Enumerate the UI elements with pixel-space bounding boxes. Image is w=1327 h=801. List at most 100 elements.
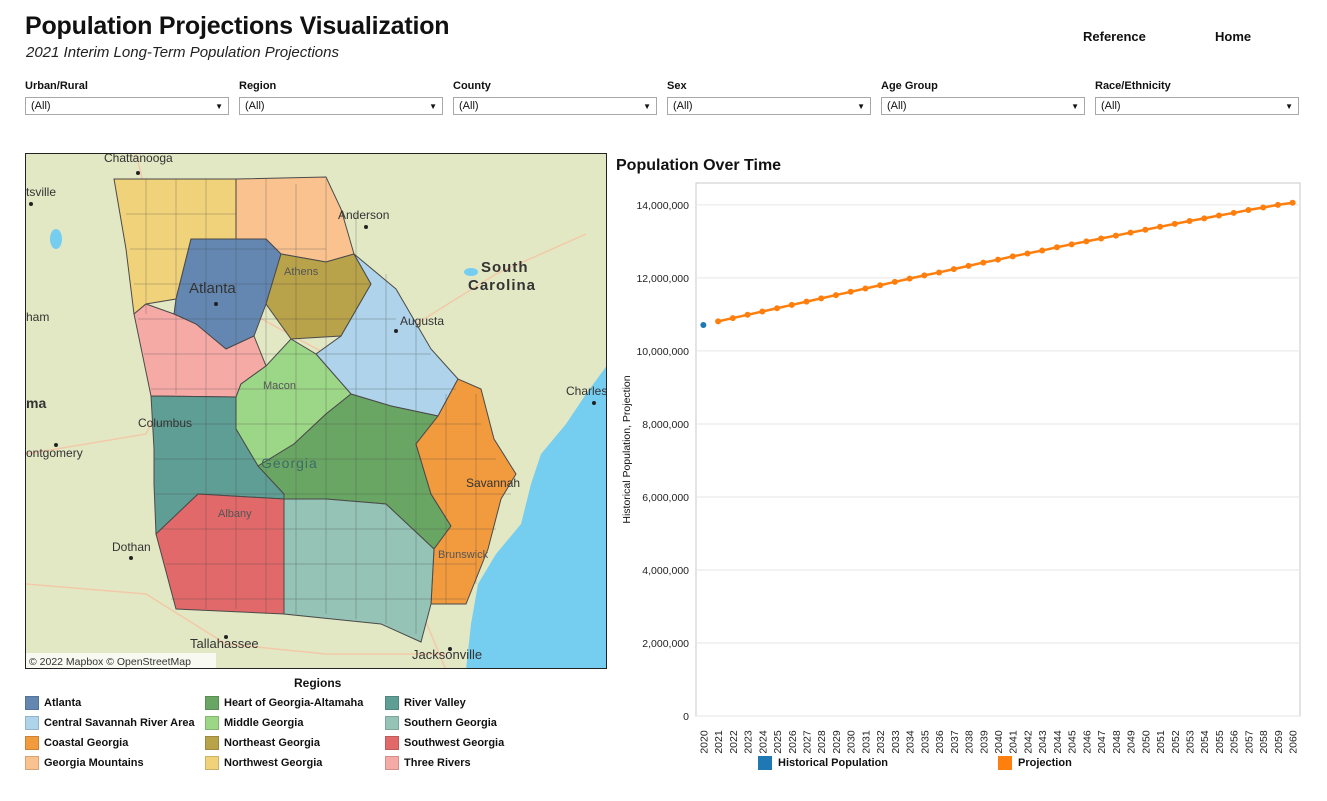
legend-swatch [758, 756, 772, 770]
x-tick-label: 2024 [757, 730, 769, 754]
data-point[interactable] [715, 318, 722, 325]
legend-item-atlanta[interactable]: Atlanta [25, 696, 81, 710]
data-point[interactable] [995, 256, 1001, 263]
x-tick-label: 2059 [1273, 730, 1285, 754]
data-point[interactable] [906, 275, 913, 282]
map-label: Anderson [338, 208, 389, 222]
region-coastal-georgia[interactable] [415, 378, 517, 605]
data-point[interactable] [1009, 253, 1016, 260]
y-tick-label: 10,000,000 [636, 346, 689, 358]
legend-item-central-savannah-river-area[interactable]: Central Savannah River Area [25, 716, 195, 730]
data-point[interactable] [818, 295, 825, 302]
filter-sex: Sex (All) ▼ [667, 80, 871, 115]
data-point[interactable] [803, 298, 810, 305]
data-point[interactable] [980, 259, 987, 266]
data-point[interactable] [1230, 209, 1237, 216]
legend-item-middle-georgia[interactable]: Middle Georgia [205, 716, 303, 730]
x-tick-label: 2038 [964, 730, 976, 754]
data-point[interactable] [1112, 232, 1119, 239]
data-point[interactable] [1201, 215, 1208, 222]
legend-projection[interactable]: Projection [998, 756, 1072, 770]
data-point[interactable] [1245, 207, 1252, 214]
legend-item-northwest-georgia[interactable]: Northwest Georgia [205, 756, 322, 770]
legend-item-river-valley[interactable]: River Valley [385, 696, 466, 710]
region-southern-georgia[interactable] [283, 498, 435, 643]
filter-label: Sex [667, 80, 687, 92]
ocean [466, 366, 606, 668]
series-line-projection [717, 201, 1293, 323]
y-tick-label: 14,000,000 [636, 200, 689, 212]
map-label: ontgomery [26, 446, 83, 460]
data-point[interactable] [788, 301, 795, 308]
data-point[interactable] [950, 266, 957, 273]
y-tick-label: 6,000,000 [642, 492, 689, 504]
county-dropdown[interactable]: (All) ▼ [453, 97, 657, 115]
data-point[interactable] [1274, 201, 1281, 208]
data-point[interactable] [847, 288, 854, 295]
y-axis-label: Historical Population, Projection [621, 375, 633, 523]
x-tick-label: 2037 [949, 730, 961, 754]
region-map[interactable]: Chattanooga tsville Anderson South Carol… [25, 153, 607, 669]
data-point[interactable] [1068, 241, 1075, 248]
legend-label: Southern Georgia [404, 717, 497, 729]
legend-item-northeast-georgia[interactable]: Northeast Georgia [205, 736, 320, 750]
data-point[interactable] [877, 282, 884, 289]
x-tick-label: 2056 [1229, 730, 1241, 754]
data-point[interactable] [862, 285, 869, 292]
urban-rural-dropdown[interactable]: (All) ▼ [25, 97, 229, 115]
x-tick-label: 2039 [978, 730, 990, 754]
x-tick-label: 2033 [890, 730, 902, 754]
legend-historical-population[interactable]: Historical Population [758, 756, 888, 770]
data-point[interactable] [832, 292, 839, 299]
legend-item-southwest-georgia[interactable]: Southwest Georgia [385, 736, 504, 750]
legend-swatch [25, 736, 39, 750]
data-point[interactable] [1171, 220, 1178, 227]
data-point[interactable] [1039, 247, 1046, 254]
home-link[interactable]: Home [1215, 29, 1252, 44]
region-dropdown[interactable]: (All) ▼ [239, 97, 443, 115]
map-label: Macon [263, 380, 296, 392]
page-subtitle: 2021 Interim Long-Term Population Projec… [26, 44, 339, 61]
data-point[interactable] [1157, 223, 1164, 230]
data-point[interactable] [936, 269, 943, 276]
map-label: tsville [26, 185, 56, 199]
age-group-dropdown[interactable]: (All) ▼ [881, 97, 1085, 115]
data-point[interactable] [700, 322, 707, 329]
data-point[interactable] [1186, 217, 1193, 224]
data-point[interactable] [921, 272, 928, 279]
map-label: Brunswick [438, 549, 489, 561]
map-attribution[interactable]: © 2022 Mapbox © OpenStreetMap [29, 656, 191, 668]
legend-item-heart-of-georgia-altamaha[interactable]: Heart of Georgia-Altamaha [205, 696, 363, 710]
data-point[interactable] [744, 311, 751, 318]
data-point[interactable] [1053, 244, 1060, 251]
legend-item-southern-georgia[interactable]: Southern Georgia [385, 716, 497, 730]
data-point[interactable] [1215, 212, 1222, 219]
race-ethnicity-dropdown[interactable]: (All) ▼ [1095, 97, 1299, 115]
data-point[interactable] [759, 308, 766, 315]
legend-item-three-rivers[interactable]: Three Rivers [385, 756, 471, 770]
reference-link[interactable]: Reference [1083, 29, 1146, 44]
legend-swatch [385, 756, 399, 770]
data-point[interactable] [891, 278, 898, 285]
data-point[interactable] [1142, 226, 1149, 233]
x-tick-label: 2029 [831, 730, 843, 754]
sex-dropdown[interactable]: (All) ▼ [667, 97, 871, 115]
data-point[interactable] [729, 315, 736, 322]
chart-title: Population Over Time [616, 157, 782, 174]
legend-item-georgia-mountains[interactable]: Georgia Mountains [25, 756, 144, 770]
x-tick-label: 2045 [1067, 730, 1079, 754]
legend-label: Northwest Georgia [224, 757, 323, 769]
map-label: Carolina [468, 277, 536, 294]
data-point[interactable] [965, 262, 972, 269]
data-point[interactable] [1260, 204, 1267, 211]
data-point[interactable] [1127, 229, 1134, 236]
data-point[interactable] [1024, 250, 1031, 257]
y-tick-label: 2,000,000 [642, 638, 689, 650]
data-point[interactable] [1289, 199, 1296, 206]
data-point[interactable] [1098, 235, 1105, 242]
x-tick-label: 2041 [1008, 730, 1020, 754]
legend-item-coastal-georgia[interactable]: Coastal Georgia [25, 736, 128, 750]
legend-label: River Valley [404, 697, 466, 709]
data-point[interactable] [774, 305, 781, 312]
data-point[interactable] [1083, 238, 1090, 245]
